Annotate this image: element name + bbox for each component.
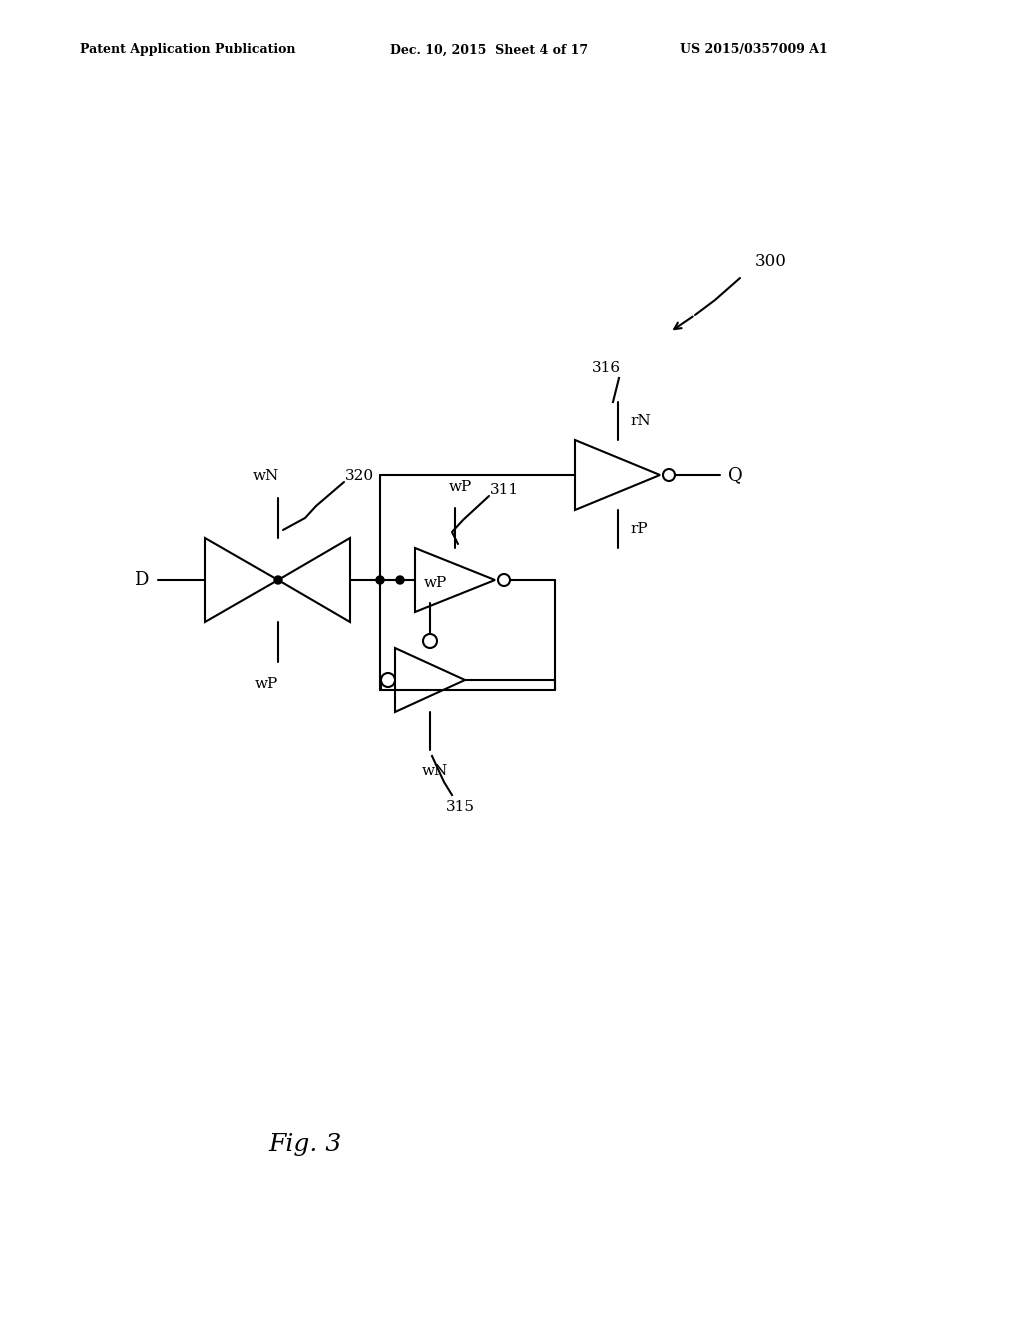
Circle shape xyxy=(274,576,282,583)
Text: 320: 320 xyxy=(345,469,374,483)
Text: wP: wP xyxy=(423,576,446,590)
Text: wP: wP xyxy=(449,480,472,494)
Text: wP: wP xyxy=(254,677,278,690)
Text: rP: rP xyxy=(630,521,647,536)
Text: 300: 300 xyxy=(755,253,786,271)
Text: 315: 315 xyxy=(445,800,474,814)
Text: Q: Q xyxy=(728,466,742,484)
Circle shape xyxy=(376,576,384,583)
Text: Patent Application Publication: Patent Application Publication xyxy=(80,44,296,57)
Text: Fig. 3: Fig. 3 xyxy=(268,1134,342,1156)
Circle shape xyxy=(396,576,404,583)
Text: wN: wN xyxy=(422,764,449,777)
Text: US 2015/0357009 A1: US 2015/0357009 A1 xyxy=(680,44,827,57)
Text: 311: 311 xyxy=(490,483,519,498)
Text: rN: rN xyxy=(630,414,650,428)
Text: wN: wN xyxy=(253,469,280,483)
Text: 316: 316 xyxy=(592,360,621,375)
Text: D: D xyxy=(133,572,148,589)
Text: Dec. 10, 2015  Sheet 4 of 17: Dec. 10, 2015 Sheet 4 of 17 xyxy=(390,44,588,57)
